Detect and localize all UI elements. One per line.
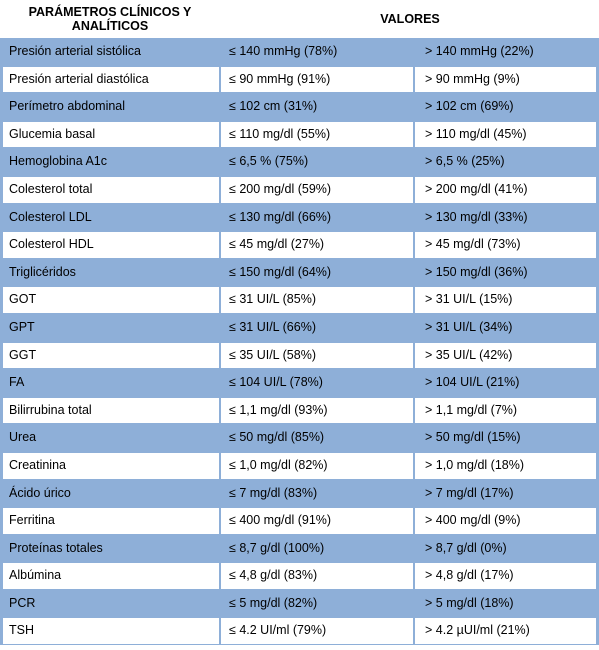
- table-row: PCR ≤ 5 mg/dl (82%) > 5 mg/dl (18%): [0, 589, 599, 618]
- table-body: Presión arterial sistólica ≤ 140 mmHg (78…: [0, 38, 599, 646]
- low-value-cell: ≤ 31 UI/L (66%): [221, 314, 413, 341]
- table-header: PARÁMETROS CLÍNICOS Y ANALÍTICOS VALORES: [0, 0, 599, 38]
- high-value-cell: > 110 mg/dl (45%): [415, 121, 596, 148]
- low-value-cell: ≤ 4,8 g/dl (83%): [221, 563, 413, 589]
- parameter-cell: Triglicéridos: [3, 259, 219, 286]
- parameter-cell: Urea: [3, 425, 219, 451]
- parameter-cell: Colesterol HDL: [3, 232, 219, 258]
- high-value-cell: > 1,1 mg/dl (7%): [415, 397, 596, 424]
- parameter-cell: Presión arterial diastólica: [3, 66, 219, 93]
- parameter-cell: Ferritina: [3, 508, 219, 534]
- table-row: Colesterol total ≤ 200 mg/dl (59%) > 200 m…: [0, 175, 599, 204]
- table-row: GPT ≤ 31 UI/L (66%) > 31 UI/L (34%): [0, 313, 599, 342]
- low-value-cell: ≤ 102 cm (31%): [221, 94, 413, 120]
- parameter-cell: PCR: [3, 590, 219, 617]
- high-value-cell: > 35 UI/L (42%): [415, 342, 596, 369]
- table-row: Urea ≤ 50 mg/dl (85%) > 50 mg/dl (15%): [0, 424, 599, 452]
- table-row: Creatinina ≤ 1,0 mg/dl (82%) > 1,0 mg/dl (…: [0, 451, 599, 480]
- low-value-cell: ≤ 5 mg/dl (82%): [221, 590, 413, 617]
- parameter-cell: Proteínas totales: [3, 535, 219, 562]
- high-value-cell: > 7 mg/dl (17%): [415, 480, 596, 507]
- low-value-cell: ≤ 150 mg/dl (64%): [221, 259, 413, 286]
- table-row: Ácido úrico ≤ 7 mg/dl (83%) > 7 mg/dl (17%…: [0, 479, 599, 508]
- low-value-cell: ≤ 200 mg/dl (59%): [221, 176, 413, 203]
- parameter-cell: Creatinina: [3, 452, 219, 479]
- parameter-cell: GGT: [3, 342, 219, 369]
- high-value-cell: > 8,7 g/dl (0%): [415, 535, 596, 562]
- table-row: GOT ≤ 31 UI/L (85%) > 31 UI/L (15%): [0, 286, 599, 314]
- high-value-cell: > 5 mg/dl (18%): [415, 590, 596, 617]
- low-value-cell: ≤ 140 mmHg (78%): [221, 39, 413, 65]
- high-value-cell: > 150 mg/dl (36%): [415, 259, 596, 286]
- low-value-cell: ≤ 7 mg/dl (83%): [221, 480, 413, 507]
- table-row: Hemoglobina A1c ≤ 6,5 % (75%) > 6,5 % (25…: [0, 148, 599, 176]
- table-row: FA ≤ 104 UI/L (78%) > 104 UI/L (21%): [0, 369, 599, 397]
- parameter-cell: Perímetro abdominal: [3, 94, 219, 120]
- table-row: Bilirrubina total ≤ 1,1 mg/dl (93%) > 1,1 …: [0, 396, 599, 425]
- low-value-cell: ≤ 1,1 mg/dl (93%): [221, 397, 413, 424]
- low-value-cell: ≤ 6,5 % (75%): [221, 149, 413, 175]
- parameter-cell: Bilirrubina total: [3, 397, 219, 424]
- parameter-cell: Ácido úrico: [3, 480, 219, 507]
- high-value-cell: > 50 mg/dl (15%): [415, 425, 596, 451]
- parameter-cell: FA: [3, 370, 219, 396]
- parameter-cell: Colesterol LDL: [3, 204, 219, 231]
- parameter-cell: TSH: [3, 618, 219, 645]
- low-value-cell: ≤ 31 UI/L (85%): [221, 287, 413, 313]
- table-row: Presión arterial sistólica ≤ 140 mmHg (78…: [0, 38, 599, 66]
- table-row: GGT ≤ 35 UI/L (58%) > 35 UI/L (42%): [0, 341, 599, 370]
- table-row: Ferritina ≤ 400 mg/dl (91%) > 400 mg/dl (9…: [0, 507, 599, 535]
- high-value-cell: > 130 mg/dl (33%): [415, 204, 596, 231]
- parameters-column-header: PARÁMETROS CLÍNICOS Y ANALÍTICOS: [28, 5, 192, 33]
- table-row: Glucemia basal ≤ 110 mg/dl (55%) > 110 mg…: [0, 120, 599, 149]
- low-value-cell: ≤ 50 mg/dl (85%): [221, 425, 413, 451]
- high-value-cell: > 4,8 g/dl (17%): [415, 563, 596, 589]
- table-row: Triglicéridos ≤ 150 mg/dl (64%) > 150 mg/d…: [0, 258, 599, 287]
- parameter-cell: Hemoglobina A1c: [3, 149, 219, 175]
- parameter-cell: Albúmina: [3, 563, 219, 589]
- low-value-cell: ≤ 35 UI/L (58%): [221, 342, 413, 369]
- table-row: Colesterol LDL ≤ 130 mg/dl (66%) > 130 mg/…: [0, 203, 599, 232]
- high-value-cell: > 6,5 % (25%): [415, 149, 596, 175]
- low-value-cell: ≤ 4.2 UI/ml (79%): [221, 618, 413, 645]
- low-value-cell: ≤ 8,7 g/dl (100%): [221, 535, 413, 562]
- parameter-cell: GPT: [3, 314, 219, 341]
- high-value-cell: > 400 mg/dl (9%): [415, 508, 596, 534]
- parameter-cell: GOT: [3, 287, 219, 313]
- high-value-cell: > 31 UI/L (15%): [415, 287, 596, 313]
- table-row: Presión arterial diastólica ≤ 90 mmHg (91…: [0, 65, 599, 94]
- table-row: Albúmina ≤ 4,8 g/dl (83%) > 4,8 g/dl (17%): [0, 562, 599, 590]
- table-row: TSH ≤ 4.2 UI/ml (79%) > 4.2 µUI/ml (21%): [0, 617, 599, 646]
- table-row: Colesterol HDL ≤ 45 mg/dl (27%) > 45 mg/dl…: [0, 231, 599, 259]
- high-value-cell: > 90 mmHg (9%): [415, 66, 596, 93]
- high-value-cell: > 31 UI/L (34%): [415, 314, 596, 341]
- high-value-cell: > 140 mmHg (22%): [415, 39, 596, 65]
- low-value-cell: ≤ 110 mg/dl (55%): [221, 121, 413, 148]
- low-value-cell: ≤ 104 UI/L (78%): [221, 370, 413, 396]
- values-column-header: VALORES: [380, 12, 440, 26]
- low-value-cell: ≤ 130 mg/dl (66%): [221, 204, 413, 231]
- low-value-cell: ≤ 1,0 mg/dl (82%): [221, 452, 413, 479]
- high-value-cell: > 104 UI/L (21%): [415, 370, 596, 396]
- low-value-cell: ≤ 45 mg/dl (27%): [221, 232, 413, 258]
- high-value-cell: > 200 mg/dl (41%): [415, 176, 596, 203]
- high-value-cell: > 4.2 µUI/ml (21%): [415, 618, 596, 645]
- high-value-cell: > 1,0 mg/dl (18%): [415, 452, 596, 479]
- parameter-cell: Colesterol total: [3, 176, 219, 203]
- low-value-cell: ≤ 90 mmHg (91%): [221, 66, 413, 93]
- parameter-cell: Presión arterial sistólica: [3, 39, 219, 65]
- table-row: Proteínas totales ≤ 8,7 g/dl (100%) > 8,7 …: [0, 534, 599, 563]
- high-value-cell: > 102 cm (69%): [415, 94, 596, 120]
- low-value-cell: ≤ 400 mg/dl (91%): [221, 508, 413, 534]
- parameter-cell: Glucemia basal: [3, 121, 219, 148]
- high-value-cell: > 45 mg/dl (73%): [415, 232, 596, 258]
- table-row: Perímetro abdominal ≤ 102 cm (31%) > 102 c…: [0, 93, 599, 121]
